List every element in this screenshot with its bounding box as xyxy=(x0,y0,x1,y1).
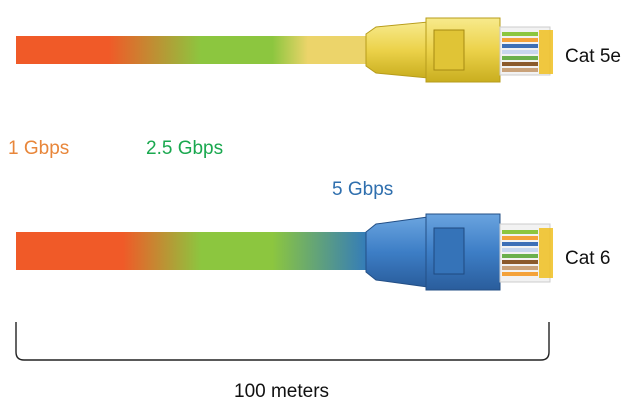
speed-label-5gbps: 5 Gbps xyxy=(332,179,393,200)
cat5e-label-text: Cat 5e xyxy=(565,46,621,67)
distance-label: 100 meters xyxy=(234,381,329,402)
cable-cat6: Cat 6 xyxy=(16,213,610,291)
cat6-label-text: Cat 6 xyxy=(565,248,610,269)
cat5e-boot xyxy=(365,21,429,79)
cat6-wires xyxy=(499,223,553,283)
speed-label-1gbps: 1 Gbps xyxy=(8,138,69,159)
distance-bracket xyxy=(15,322,550,361)
speed-label-2-5gbps: 2.5 Gbps xyxy=(146,138,223,159)
cat5e-latch xyxy=(433,29,465,71)
cat6-boot xyxy=(365,216,429,288)
cat5e-jacket xyxy=(16,36,372,64)
cat5e-wires xyxy=(499,26,553,76)
cat6-jacket xyxy=(16,232,372,270)
cable-cat5e: Cat 5e xyxy=(16,17,621,83)
cat6-latch xyxy=(433,227,465,275)
